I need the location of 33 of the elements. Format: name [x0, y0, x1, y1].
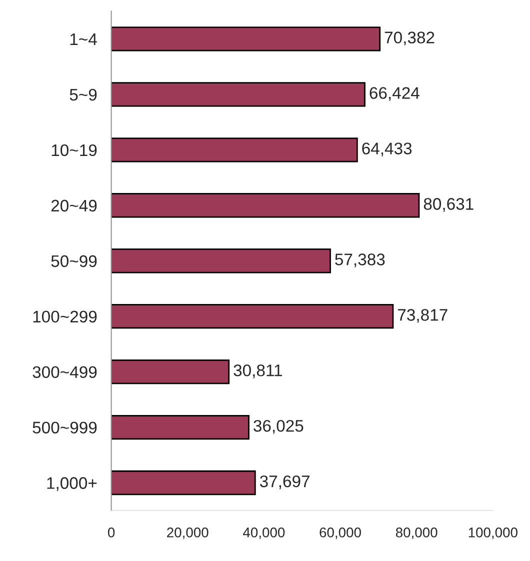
bar [111, 414, 250, 440]
data-label: 64,433 [362, 142, 412, 156]
data-label: 66,424 [370, 87, 420, 101]
bar [111, 26, 381, 52]
data-label: 70,382 [384, 32, 434, 46]
y-tick-label: 5~9 [70, 88, 97, 101]
y-tick-label: 1~4 [70, 34, 97, 45]
x-tick-label: 0 [108, 528, 115, 538]
x-tick-label: 40,000 [243, 528, 285, 540]
y-tick-label: 300~499 [32, 366, 97, 378]
bar [111, 304, 394, 329]
y-tick-label: 20~49 [51, 200, 97, 212]
data-label: 36,025 [254, 420, 304, 434]
x-tick-label: 100,000 [468, 528, 518, 540]
bar [111, 138, 358, 162]
bar [111, 248, 331, 274]
bar [111, 193, 420, 218]
data-label: 80,631 [424, 198, 474, 212]
bar [111, 359, 230, 384]
data-label: 57,383 [335, 254, 385, 268]
y-tick-label: 10~19 [52, 144, 97, 156]
y-tick-label: 50~99 [51, 255, 97, 268]
data-label: 73,817 [398, 309, 448, 323]
data-label: 30,811 [234, 364, 282, 378]
y-tick-label: 1,000+ [47, 477, 97, 491]
x-tick-label: 80,000 [396, 528, 438, 540]
data-label: 37,697 [260, 475, 310, 490]
x-tick-label: 60,000 [320, 528, 361, 540]
y-tick-label: 100~299 [33, 310, 97, 323]
bar [111, 470, 256, 496]
bar [111, 82, 366, 107]
y-tick-label: 500~999 [32, 422, 97, 434]
x-tick-label: 20,000 [167, 528, 208, 540]
